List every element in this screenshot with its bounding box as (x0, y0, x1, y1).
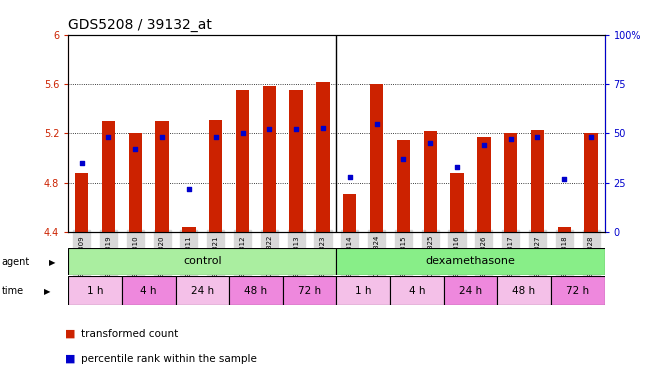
Point (130, 146, 140, 152)
Bar (424, 131, 437, 232)
Point (157, 134, 167, 141)
Bar (450, 173, 463, 232)
Point (103, 134, 114, 141)
Bar (68, 248, 337, 275)
Bar (337, 276, 390, 305)
Text: 24 h: 24 h (459, 286, 482, 296)
Bar (209, 120, 222, 232)
Point (478, 142, 489, 148)
Point (532, 134, 543, 141)
Point (559, 176, 569, 182)
Bar (558, 227, 571, 232)
Bar (68, 276, 122, 305)
Text: 4 h: 4 h (140, 286, 157, 296)
Bar (343, 194, 356, 232)
Point (237, 131, 248, 137)
Bar (155, 121, 169, 232)
Bar (317, 81, 330, 232)
Text: agent: agent (1, 257, 29, 267)
Text: dexamethasone: dexamethasone (426, 256, 515, 266)
Point (77, 160, 87, 166)
Text: percentile rank within the sample: percentile rank within the sample (81, 354, 257, 364)
Text: 24 h: 24 h (190, 286, 214, 296)
Bar (337, 248, 604, 275)
Text: ▶: ▶ (49, 258, 55, 267)
Bar (129, 134, 142, 232)
Bar (584, 134, 598, 232)
Text: 1 h: 1 h (87, 286, 103, 296)
Point (211, 134, 221, 141)
Bar (531, 130, 544, 232)
Bar (122, 276, 176, 305)
Bar (396, 140, 410, 232)
Bar (75, 173, 88, 232)
Bar (176, 276, 229, 305)
Text: ▶: ▶ (44, 287, 51, 296)
Point (184, 186, 194, 192)
Bar (236, 90, 249, 232)
Point (398, 156, 409, 162)
Bar (229, 276, 283, 305)
Text: 72 h: 72 h (566, 286, 590, 296)
Bar (443, 276, 497, 305)
Bar (551, 276, 604, 305)
Bar (182, 227, 196, 232)
Point (291, 126, 302, 132)
Point (506, 136, 516, 142)
Text: 1 h: 1 h (355, 286, 371, 296)
Text: 4 h: 4 h (409, 286, 425, 296)
Point (586, 134, 596, 141)
Point (318, 124, 328, 131)
Bar (370, 84, 384, 232)
Text: 72 h: 72 h (298, 286, 321, 296)
Point (425, 140, 436, 146)
Text: ■: ■ (65, 354, 75, 364)
Bar (283, 276, 337, 305)
Bar (477, 137, 491, 232)
Text: 48 h: 48 h (244, 286, 268, 296)
Bar (263, 86, 276, 232)
Point (371, 121, 382, 127)
Bar (390, 276, 443, 305)
Text: control: control (183, 256, 222, 266)
Point (344, 174, 355, 180)
Text: time: time (1, 286, 23, 296)
Text: ■: ■ (65, 329, 75, 339)
Point (452, 164, 462, 170)
Bar (289, 90, 303, 232)
Point (264, 126, 274, 132)
Text: 48 h: 48 h (512, 286, 536, 296)
Bar (497, 276, 551, 305)
Text: GDS5208 / 39132_at: GDS5208 / 39132_at (68, 18, 212, 32)
Text: transformed count: transformed count (81, 329, 179, 339)
Bar (102, 121, 115, 232)
Bar (504, 134, 517, 232)
